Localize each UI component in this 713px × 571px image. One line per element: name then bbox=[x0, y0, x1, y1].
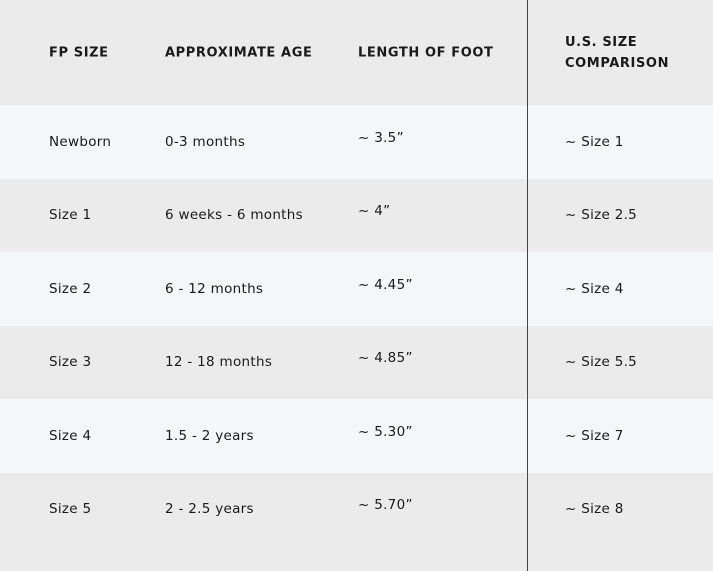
table-row: Size 3 12 - 18 months ~ 4.85” ~ Size 5.5 bbox=[0, 325, 713, 399]
cell-length-of-foot: ~ 4.85” bbox=[358, 350, 413, 367]
column-divider bbox=[527, 0, 528, 571]
cell-length-of-foot: ~ 5.30” bbox=[358, 423, 413, 440]
header-fp-size: FP SIZE bbox=[49, 45, 109, 60]
cell-fp-size: Size 4 bbox=[49, 427, 92, 444]
cell-us-size: ~ Size 4 bbox=[565, 280, 624, 297]
table-row: Newborn 0-3 months ~ 3.5” ~ Size 1 bbox=[0, 105, 713, 179]
cell-fp-size: Size 1 bbox=[49, 207, 92, 224]
table-row: Size 4 1.5 - 2 years ~ 5.30” ~ Size 7 bbox=[0, 399, 713, 473]
cell-us-size: ~ Size 5.5 bbox=[565, 354, 638, 371]
cell-approximate-age: 0-3 months bbox=[165, 133, 246, 150]
header-length-of-foot: LENGTH OF FOOT bbox=[358, 45, 494, 60]
table-row: Size 5 2 - 2.5 years ~ 5.70” ~ Size 8 bbox=[0, 472, 713, 546]
cell-approximate-age: 2 - 2.5 years bbox=[165, 501, 254, 518]
cell-length-of-foot: ~ 4” bbox=[358, 203, 391, 220]
cell-us-size: ~ Size 1 bbox=[565, 133, 624, 150]
cell-fp-size: Size 5 bbox=[49, 501, 92, 518]
cell-length-of-foot: ~ 5.70” bbox=[358, 497, 413, 514]
cell-length-of-foot: ~ 4.45” bbox=[358, 276, 413, 293]
cell-us-size: ~ Size 7 bbox=[565, 427, 624, 444]
header-approximate-age: APPROXIMATE AGE bbox=[165, 45, 313, 60]
cell-length-of-foot: ~ 3.5” bbox=[358, 129, 404, 146]
cell-fp-size: Size 2 bbox=[49, 280, 92, 297]
cell-us-size: ~ Size 2.5 bbox=[565, 207, 638, 224]
header-us-size-comparison: U.S. SIZE COMPARISON bbox=[565, 32, 669, 74]
table-header: FP SIZE APPROXIMATE AGE LENGTH OF FOOT U… bbox=[0, 0, 713, 105]
cell-approximate-age: 12 - 18 months bbox=[165, 354, 273, 371]
table-row: Size 2 6 - 12 months ~ 4.45” ~ Size 4 bbox=[0, 252, 713, 326]
table-row: Size 1 6 weeks - 6 months ~ 4” ~ Size 2.5 bbox=[0, 178, 713, 252]
cell-fp-size: Size 3 bbox=[49, 354, 92, 371]
cell-approximate-age: 1.5 - 2 years bbox=[165, 427, 254, 444]
cell-approximate-age: 6 weeks - 6 months bbox=[165, 207, 303, 224]
header-us-size-line1: U.S. SIZE bbox=[565, 34, 638, 50]
cell-fp-size: Newborn bbox=[49, 133, 112, 150]
cell-us-size: ~ Size 8 bbox=[565, 501, 624, 518]
cell-approximate-age: 6 - 12 months bbox=[165, 280, 264, 297]
header-us-size-line2: COMPARISON bbox=[565, 55, 670, 71]
